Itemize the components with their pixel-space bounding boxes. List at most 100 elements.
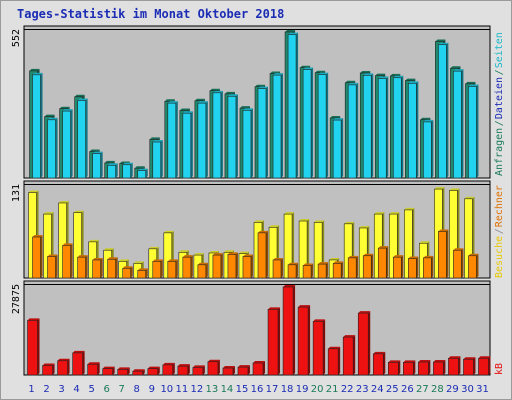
bar-top-anfragen-14-top [224, 91, 235, 94]
x-tick-label-28: 28 [431, 384, 444, 395]
bar-bottom-kb-21-top [328, 346, 341, 349]
bar-top-dateien-30-side [476, 84, 479, 178]
bar-bottom-kb-26-side [413, 360, 416, 375]
bar-top-anfragen-29-top [450, 66, 461, 69]
bar-top-dateien-21 [332, 119, 342, 179]
x-tick-label-21: 21 [326, 384, 339, 395]
bar-top-dateien-3-side [70, 109, 73, 178]
bar-top-dateien-15-side [250, 108, 253, 178]
bar-top-anfragen-24-top [375, 73, 386, 76]
bar-bottom-kb-28-side [443, 360, 446, 375]
bar-bottom-kb-5-side [97, 362, 100, 375]
bar-middle-rechner-28-side [446, 229, 449, 278]
bar-bottom-kb-29-side [458, 356, 461, 375]
bar-top-dateien-7-top [122, 162, 133, 165]
bar-middle-rechner-3-top [62, 243, 73, 246]
bar-bottom-kb-6 [102, 368, 113, 376]
x-tick-label-17: 17 [266, 384, 279, 395]
bar-bottom-kb-20-side [323, 319, 326, 375]
chart-title: Tages-Statistik im Monat Oktober 2018 [17, 7, 285, 21]
bar-bottom-kb-6-side [112, 366, 115, 375]
bar-middle-besuche-21-top [329, 257, 340, 260]
bar-top-dateien-5-top [92, 151, 103, 154]
bar-bottom-kb-17-top [268, 307, 281, 310]
bar-top-dateien-10-side [175, 101, 178, 178]
bar-bottom-kb-14-side [232, 366, 235, 375]
bar-top-dateien-2-top [47, 117, 58, 120]
bar-middle-besuche-9-top [148, 246, 159, 249]
bar-middle-rechner-17-side [281, 257, 284, 278]
bar-top-anfragen-6-top [104, 160, 115, 163]
bar-bottom-kb-27-side [428, 360, 431, 375]
bar-middle-rechner-18-side [296, 262, 299, 278]
bar-middle-besuche-20-top [314, 220, 325, 223]
bar-bottom-kb-7-side [127, 367, 130, 375]
bar-middle-rechner-14-top [227, 252, 238, 255]
bar-top-dateien-27-side [431, 119, 434, 178]
bar-middle-rechner-18-top [288, 262, 299, 265]
x-tick-label-23: 23 [356, 384, 369, 395]
bar-top-dateien-8-side [145, 168, 148, 178]
bar-top-dateien-28-side [446, 42, 449, 179]
bar-bottom-kb-8-side [142, 369, 145, 375]
bar-top-dateien-11-top [182, 111, 193, 114]
bar-bottom-kb-30-top [463, 357, 476, 360]
bar-bottom-kb-11 [177, 365, 189, 376]
bar-top-dateien-4-top [77, 98, 88, 101]
panel-bottom-legend-0: kB [494, 363, 505, 375]
bar-middle-rechner-7 [122, 267, 132, 279]
bar-top-dateien-26-side [416, 81, 419, 178]
bar-middle-rechner-25 [392, 256, 402, 279]
bar-bottom-kb-24-top [373, 351, 386, 354]
bar-bottom-kb-1 [27, 320, 38, 376]
bar-top-dateien-20-side [326, 72, 329, 178]
bar-middle-rechner-6 [107, 258, 116, 279]
panel-middle-legend-0: Besuche [494, 236, 505, 278]
bar-bottom-kb-11-top [177, 364, 190, 367]
bar-middle-rechner-26 [408, 258, 417, 279]
bar-middle-rechner-15-top [242, 254, 253, 257]
bar-middle-besuche-27-top [419, 241, 430, 244]
bar-bottom-kb-14 [222, 367, 234, 376]
bar-middle-besuche-30-top [464, 196, 475, 199]
bar-top-anfragen-18-top [285, 30, 296, 32]
bar-top-anfragen-27-top [420, 117, 431, 120]
bar-middle-rechner-22-top [348, 255, 359, 258]
bar-top-anfragen-22-top [345, 80, 356, 83]
x-tick-label-3: 3 [58, 384, 64, 395]
bar-top-dateien-11 [182, 112, 192, 179]
bar-top-dateien-13-side [220, 90, 223, 178]
bar-middle-besuche-29-top [449, 188, 460, 191]
bar-bottom-kb-15-side [247, 365, 250, 375]
bar-middle-besuche-13-top [208, 250, 219, 253]
x-tick-label-22: 22 [341, 384, 354, 395]
bar-bottom-kb-8-top [132, 369, 145, 372]
bar-middle-rechner-9-side [160, 259, 163, 278]
bar-middle-rechner-6-side [115, 257, 118, 278]
bar-middle-rechner-21 [332, 263, 342, 279]
bar-top-dateien-6-top [107, 163, 118, 166]
bar-bottom-kb-1-side [37, 318, 40, 375]
bar-top-dateien-3-top [62, 109, 73, 112]
bar-top-dateien-25-top [393, 75, 404, 78]
bar-middle-rechner-13-side [220, 253, 223, 278]
x-tick-label-5: 5 [88, 384, 94, 395]
bar-top-dateien-9 [152, 141, 162, 179]
bar-middle-besuche-15-top [238, 251, 249, 254]
bar-middle-besuche-8-top [133, 261, 144, 264]
panel-middle-legend-2: Rechner [494, 185, 505, 227]
bar-top-anfragen-15-top [239, 106, 250, 109]
bar-top-dateien-22-side [356, 82, 359, 178]
bar-middle-rechner-13-top [212, 253, 223, 256]
x-tick-label-4: 4 [73, 384, 79, 395]
bar-bottom-kb-4-top [72, 350, 85, 353]
bar-bottom-kb-7-top [117, 367, 130, 370]
bar-middle-rechner-19-side [311, 263, 314, 278]
bar-top-anfragen-21-top [330, 115, 341, 118]
bar-middle-rechner-5-top [92, 257, 103, 260]
bar-top-dateien-19 [302, 69, 312, 179]
bar-bottom-kb-23-top [358, 311, 371, 314]
bar-bottom-kb-18-side [293, 285, 296, 375]
bar-bottom-kb-26-top [403, 360, 416, 363]
bar-top-dateien-15 [242, 109, 252, 179]
